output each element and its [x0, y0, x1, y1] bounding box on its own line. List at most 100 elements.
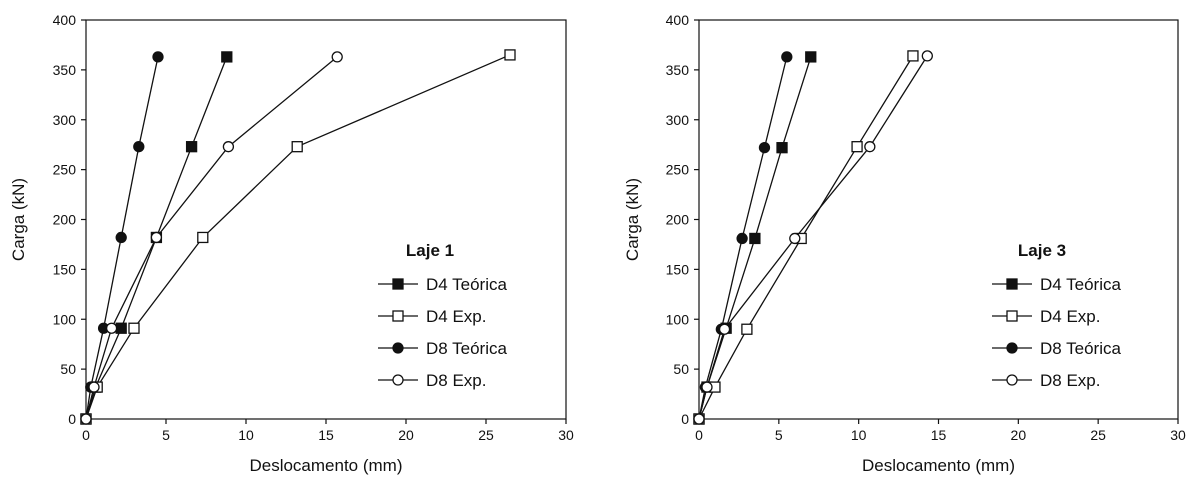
legend-title: Laje 3	[1018, 241, 1066, 260]
series-3	[80, 51, 164, 425]
y-tick-label: 250	[666, 162, 690, 178]
y-tick-label: 150	[666, 261, 690, 277]
data-point	[222, 141, 235, 153]
legend-marker	[1006, 374, 1018, 386]
series-line	[85, 54, 511, 420]
data-point	[907, 50, 919, 62]
y-tick-label: 300	[53, 112, 77, 128]
data-point	[789, 232, 801, 245]
legend-marker	[392, 342, 404, 354]
y-axis-label: Carga (kN)	[623, 178, 642, 261]
legend-entry: D4 Teórica	[426, 275, 507, 294]
x-tick-label: 25	[478, 427, 494, 443]
data-point	[718, 323, 731, 335]
data-point	[776, 142, 788, 154]
legend-entry: D8 Teórica	[426, 339, 507, 358]
legend-title: Laje 1	[406, 241, 454, 260]
data-point	[864, 141, 876, 153]
legend-marker	[1006, 310, 1018, 322]
y-tick-label: 200	[666, 212, 690, 228]
x-tick-label: 10	[851, 427, 867, 443]
data-point	[741, 323, 753, 335]
legend-marker	[1006, 278, 1018, 290]
data-point	[921, 50, 933, 62]
chart-panel-2: 0 5 10 15 20 25 30050100150200250300350400Desl…	[623, 12, 1186, 475]
y-tick-label: 350	[53, 62, 77, 78]
data-point	[504, 49, 516, 61]
y-tick-label: 400	[53, 12, 77, 28]
legend: Laje 3 D4 Teórica D4 Exp. D8 Teórica D8 Exp.	[992, 241, 1121, 390]
data-point	[152, 51, 164, 63]
x-tick-label: 15	[318, 427, 334, 443]
y-tick-label: 400	[666, 12, 690, 28]
y-tick-label: 0	[68, 411, 76, 427]
data-point	[805, 51, 817, 63]
x-tick-label: 30	[1170, 427, 1186, 443]
data-point	[115, 322, 127, 334]
legend-marker	[392, 310, 404, 322]
series-4	[693, 50, 933, 425]
x-tick-label: 20	[1011, 427, 1027, 443]
data-point	[80, 413, 92, 425]
y-tick-label: 250	[53, 162, 77, 178]
data-point	[701, 381, 713, 393]
x-tick-label: 30	[558, 427, 574, 443]
y-tick-label: 300	[666, 112, 690, 128]
legend-entry: D8 Exp.	[1040, 371, 1100, 390]
data-point	[150, 231, 163, 244]
legend-marker	[392, 278, 404, 290]
series-2	[693, 50, 919, 425]
y-tick-label: 150	[53, 261, 77, 277]
plot-frame	[85, 19, 567, 420]
data-point	[291, 141, 303, 153]
legend-marker	[1006, 342, 1018, 354]
legend-entry: D4 Exp.	[426, 307, 486, 326]
y-tick-label: 100	[53, 311, 77, 327]
series-2	[80, 49, 516, 425]
x-tick-label: 0	[695, 427, 703, 443]
data-point	[197, 231, 209, 244]
data-point	[851, 141, 863, 153]
y-tick-label: 200	[53, 212, 77, 228]
x-axis-label: Deslocamento (mm)	[862, 456, 1015, 475]
series-line	[698, 55, 928, 420]
data-point	[781, 51, 793, 63]
data-point	[736, 232, 748, 245]
x-tick-label: 0	[82, 427, 90, 443]
x-axis-label: Deslocamento (mm)	[249, 456, 402, 475]
data-point	[221, 51, 233, 63]
y-tick-label: 350	[666, 62, 690, 78]
series-4	[80, 51, 343, 425]
data-point	[331, 51, 343, 63]
x-tick-label: 5	[775, 427, 783, 443]
y-tick-label: 50	[673, 361, 689, 377]
legend-entry: D8 Exp.	[426, 371, 486, 390]
chart-panel-1: 0 5 10 15 20 25 30050100150200250300350400Desl…	[9, 12, 574, 475]
x-tick-label: 20	[398, 427, 414, 443]
series-3	[693, 51, 793, 425]
data-point	[185, 141, 198, 153]
legend: Laje 1 D4 Teórica D4 Exp. D8 Teórica D8 Exp.	[378, 241, 507, 390]
data-point	[749, 232, 761, 245]
data-point	[88, 381, 100, 393]
y-axis-label: Carga (kN)	[9, 178, 28, 261]
x-tick-label: 5	[162, 427, 170, 443]
y-tick-label: 100	[666, 311, 690, 327]
data-point	[758, 142, 771, 154]
x-tick-label: 10	[238, 427, 254, 443]
data-point	[128, 322, 140, 334]
y-tick-label: 0	[681, 411, 689, 427]
x-tick-label: 25	[1090, 427, 1106, 443]
legend-marker	[392, 374, 404, 386]
legend-entry: D4 Teórica	[1040, 275, 1121, 294]
data-point	[115, 231, 127, 244]
data-point	[133, 141, 145, 153]
legend-entry: D4 Exp.	[1040, 307, 1100, 326]
legend-entry: D8 Teórica	[1040, 339, 1121, 358]
x-tick-label: 15	[931, 427, 947, 443]
data-point	[105, 322, 118, 334]
y-tick-label: 50	[60, 361, 76, 377]
plot-frame	[698, 19, 1179, 420]
data-point	[693, 413, 705, 425]
